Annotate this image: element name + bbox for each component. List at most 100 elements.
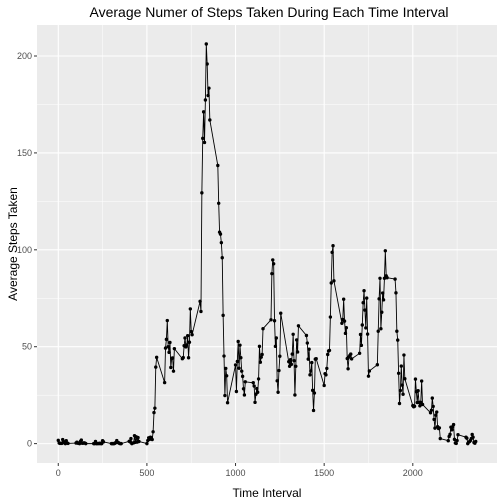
data-point (329, 315, 332, 318)
data-point (385, 276, 388, 279)
data-point (307, 357, 310, 360)
data-point (166, 319, 169, 322)
data-point (314, 357, 317, 360)
data-point (289, 358, 292, 361)
y-axis-title: Average Steps Taken (6, 187, 20, 301)
data-point (325, 367, 328, 370)
data-point (292, 359, 295, 362)
data-point (378, 277, 381, 280)
data-point (137, 440, 140, 443)
data-point (313, 391, 316, 394)
plot-panel (37, 25, 497, 463)
data-point (120, 442, 123, 445)
data-point (190, 333, 193, 336)
data-point (145, 442, 148, 445)
data-point (275, 379, 278, 382)
data-point (171, 356, 174, 359)
data-point (455, 439, 458, 442)
data-point (452, 423, 455, 426)
data-point (332, 279, 335, 282)
data-point (199, 310, 202, 313)
data-point (366, 332, 369, 335)
data-point (393, 277, 396, 280)
data-point (294, 365, 297, 368)
data-point (240, 369, 243, 372)
data-point (235, 390, 238, 393)
data-point (173, 347, 176, 350)
data-point (394, 291, 397, 294)
data-point (402, 353, 405, 356)
data-point (236, 360, 239, 363)
data-point (322, 384, 325, 387)
y-tick-label: 150 (17, 148, 32, 158)
data-point (237, 367, 240, 370)
data-point (328, 349, 331, 352)
data-point (377, 330, 380, 333)
x-tick-label: 0 (56, 468, 61, 478)
data-point (216, 164, 219, 167)
data-point (270, 272, 273, 275)
data-point (293, 393, 296, 396)
data-point (416, 389, 419, 392)
data-point (439, 437, 442, 440)
data-point (396, 338, 399, 341)
data-point (309, 369, 312, 372)
data-point (205, 62, 208, 65)
data-point (275, 336, 278, 339)
data-point (310, 361, 313, 364)
data-point (253, 401, 256, 404)
data-point (186, 334, 189, 337)
data-point (330, 281, 333, 284)
data-point (80, 438, 83, 441)
y-tick-label: 50 (22, 342, 32, 352)
data-point (272, 262, 275, 265)
data-point (234, 363, 237, 366)
data-point (182, 356, 185, 359)
data-point (296, 350, 299, 353)
data-point (398, 402, 401, 405)
data-point (201, 137, 204, 140)
data-point (291, 333, 294, 336)
data-point (203, 141, 206, 144)
data-point (207, 86, 210, 89)
data-point (151, 438, 154, 441)
data-point (208, 118, 211, 121)
data-point (221, 314, 224, 317)
data-point (330, 251, 333, 254)
data-point (242, 387, 245, 390)
data-point (395, 330, 398, 333)
data-point (243, 393, 246, 396)
data-point (474, 440, 477, 443)
data-point (343, 319, 346, 322)
data-point (226, 401, 229, 404)
data-point (223, 394, 226, 397)
data-point (198, 300, 201, 303)
data-point (274, 345, 277, 348)
data-point (136, 436, 139, 439)
data-point (219, 232, 222, 235)
data-point (434, 413, 437, 416)
data-point (166, 345, 169, 348)
data-point (438, 426, 441, 429)
data-point (255, 387, 258, 390)
data-point (362, 289, 365, 292)
data-point (183, 336, 186, 339)
data-point (435, 410, 438, 413)
data-point (361, 301, 364, 304)
y-tick-label: 0 (27, 439, 32, 449)
x-tick-label: 1000 (226, 468, 246, 478)
data-point (382, 298, 385, 301)
data-point (465, 436, 468, 439)
data-point (307, 348, 310, 351)
data-point (276, 391, 279, 394)
data-point (414, 377, 417, 380)
data-point (273, 319, 276, 322)
data-point (256, 391, 259, 394)
data-point (403, 377, 406, 380)
data-point (271, 258, 274, 261)
data-point (431, 396, 434, 399)
data-point (340, 322, 343, 325)
data-point (326, 353, 329, 356)
data-point (345, 326, 348, 329)
data-point (204, 98, 207, 101)
